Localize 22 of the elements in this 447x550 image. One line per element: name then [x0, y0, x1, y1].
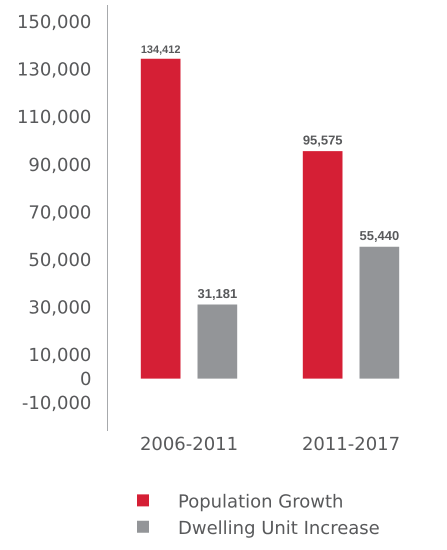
y-tick-label: 30,000 [28, 298, 92, 319]
y-tick-label: 110,000 [16, 107, 92, 128]
bar [302, 151, 342, 379]
x-tick-label: 2006-2011 [140, 434, 238, 455]
data-label: 31,181 [198, 286, 238, 301]
y-tick-label: 150,000 [16, 12, 92, 33]
bar [140, 58, 180, 379]
y-tick-label: 10,000 [28, 345, 92, 366]
y-tick-label: 90,000 [28, 154, 92, 176]
y-tick-label: 50,000 [28, 250, 92, 271]
bar [360, 246, 400, 379]
data-label: 95,575 [302, 132, 342, 148]
legend-label: Population Growth [178, 491, 344, 512]
y-tick-label: -10,000 [22, 392, 92, 414]
bar [198, 304, 238, 379]
y-tick-label: 0 [80, 368, 92, 390]
y-tick-label: 130,000 [16, 60, 92, 81]
data-label: 134,412 [140, 44, 180, 56]
data-label: 55,440 [360, 228, 400, 244]
x-tick-label: 2011-2017 [302, 434, 400, 455]
y-tick-label: 70,000 [28, 202, 92, 224]
legend-label: Dwelling Unit Increase [178, 518, 380, 539]
